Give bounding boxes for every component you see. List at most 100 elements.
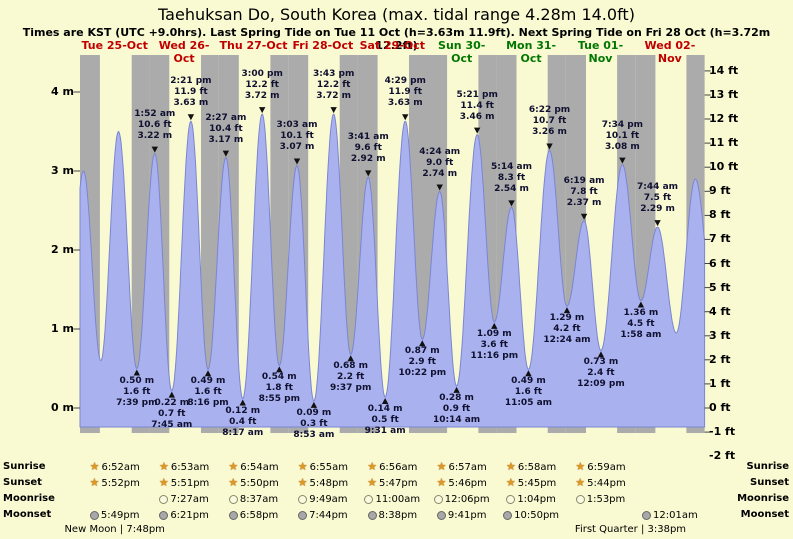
row-label-moonrise-right: Moonrise: [737, 493, 789, 504]
day-label: Tue 25-Oct: [81, 39, 148, 52]
sunrise-star-icon: ★: [575, 460, 586, 473]
sunset-star-icon: ★: [505, 476, 516, 489]
moonset-circle-icon: [228, 510, 238, 520]
day-label: Fri 28-Oct: [292, 39, 354, 52]
tide-label-line: 3.72 m: [244, 91, 280, 102]
y-axis-label-ft: 4 ft: [709, 304, 731, 318]
moonset-circle-icon: [436, 510, 446, 520]
sunrise-star-icon: ★: [367, 460, 378, 473]
moonset-time: 5:49pm: [100, 509, 140, 521]
tide-label-line: 3.07 m: [279, 142, 315, 153]
moonset-time: 7:44pm: [309, 509, 348, 521]
tide-label-line: 3.6 ft: [480, 339, 508, 350]
tide-label-line: 3:43 pm: [312, 69, 355, 80]
tide-low-label: 0.14 m 0.5 ft 9:31 am: [358, 404, 412, 437]
tide-high-label: 2:27 am 10.4 ft 3.17 m: [199, 113, 253, 146]
y-axis-label-ft: 1 ft: [709, 376, 731, 390]
moonrise-entry: 11:00am: [359, 492, 425, 506]
tide-label-line: 12.2 ft: [245, 80, 279, 91]
tide-label-line: 8.3 ft: [497, 173, 526, 184]
tide-extreme-marker: [222, 150, 230, 157]
moonrise-time: 1:53pm: [586, 493, 626, 505]
tide-label-line: 0.28 m: [439, 392, 474, 403]
y-axis-label-ft: 8 ft: [709, 208, 731, 222]
tide-label-line: 2.4 ft: [587, 368, 615, 379]
tide-label-line: 1.8 ft: [265, 383, 293, 394]
tide-extreme-marker: [365, 170, 372, 177]
moonset-circle-icon: [367, 510, 377, 520]
moonset-time: 12:01am: [653, 509, 698, 521]
y-axis-label-ft: 12 ft: [709, 112, 739, 126]
sunset-star-icon: ★: [89, 476, 100, 489]
sunset-star-icon: ★: [158, 476, 169, 489]
tide-label-line: 0.12 m: [225, 405, 261, 416]
tide-label-line: 8:55 pm: [258, 394, 300, 405]
sunrise-entry: ★ 6:58am: [498, 460, 564, 474]
tide-extreme-marker: [654, 220, 661, 227]
day-label: Sat 29-Oct: [359, 39, 426, 52]
tide-low-label: 0.12 m 0.4 ft 8:17 am: [216, 406, 270, 439]
tide-label-line: 11:05 am: [504, 398, 553, 409]
tide-high-label: 4:29 pm 11.9 ft 3.63 m: [378, 76, 432, 109]
tide-extreme-marker: [508, 200, 515, 207]
day-label: Thu 27-Oct: [219, 39, 288, 52]
tide-label-line: 2.2 ft: [337, 372, 365, 383]
moonset-time: 6:21pm: [170, 509, 209, 521]
y-axis-label-ft: 11 ft: [709, 136, 739, 150]
sunrise-star-icon: ★: [436, 460, 447, 473]
tide-label-line: 10.1 ft: [280, 131, 314, 142]
sunrise-time: 6:54am: [240, 461, 279, 473]
moonset-entry: 12:01am: [637, 508, 703, 522]
tide-low-label: 1.29 m 4.2 ft 12:24 am: [540, 313, 594, 346]
tide-label-line: 3:00 pm: [241, 69, 283, 80]
row-label-moonset-left: Moonset: [3, 509, 52, 520]
moonset-circle-icon: [89, 510, 99, 520]
tide-high-label: 5:14 am 8.3 ft 2.54 m: [485, 162, 539, 195]
tide-low-label: 0.50 m 1.6 ft 7:39 pm: [110, 376, 164, 409]
moonset-entry: 6:21pm: [151, 508, 217, 522]
tide-extreme-marker: [580, 213, 588, 220]
tide-label-line: 1.6 ft: [123, 386, 151, 397]
moonset-circle-icon: [642, 510, 652, 520]
moonrise-circle-icon: [159, 494, 169, 504]
moonset-entry: 9:41pm: [429, 508, 495, 522]
y-axis-label-ft: 7 ft: [709, 232, 731, 246]
tide-label-line: 2.92 m: [350, 154, 386, 165]
tide-label-line: 0.68 m: [333, 361, 369, 372]
tide-low-label: 0.54 m 1.8 ft 8:55 pm: [252, 372, 306, 405]
y-axis-label-ft: 6 ft: [709, 256, 731, 270]
tide-label-line: 1:58 am: [620, 329, 662, 340]
tide-high-label: 6:19 am 7.8 ft 2.37 m: [557, 176, 611, 209]
moonrise-time: 7:27am: [170, 493, 209, 505]
y-axis-label-ft: 3 ft: [709, 328, 731, 342]
tide-label-line: 8:16 pm: [187, 398, 229, 409]
tide-high-label: 5:21 pm 11.4 ft 3.46 m: [450, 90, 504, 123]
tide-extreme-marker: [637, 301, 645, 308]
moonset-time: 9:41pm: [447, 509, 487, 521]
tide-label-line: 3.63 m: [387, 98, 423, 109]
moonset-entry: 7:44pm: [290, 508, 356, 522]
tide-label-line: 4:24 am: [419, 146, 461, 157]
sunset-entry: ★ 5:50pm: [221, 476, 287, 490]
tide-label-line: 2.9 ft: [408, 357, 436, 368]
tide-low-label: 0.73 m 2.4 ft 12:09 pm: [574, 357, 628, 390]
tide-label-line: 0.7 ft: [158, 408, 186, 419]
tide-extreme-marker: [258, 107, 266, 114]
y-axis-label-ft: 10 ft: [709, 160, 739, 174]
y-axis-label-ft: 2 ft: [709, 352, 731, 366]
sunset-entry: ★ 5:44pm: [568, 476, 634, 490]
tide-label-line: 4:29 pm: [384, 76, 426, 87]
moonset-circle-icon: [159, 510, 169, 520]
day-label: Sun 30-Oct: [438, 39, 486, 65]
tide-label-line: 0.50 m: [119, 375, 155, 386]
tide-label-line: 2.37 m: [566, 197, 602, 208]
sunrise-time: 6:55am: [309, 461, 348, 473]
y-axis-label-ft: -2 ft: [709, 449, 736, 463]
tide-extreme-marker: [546, 143, 553, 150]
tide-label-line: 2.29 m: [640, 204, 675, 215]
tide-extreme-marker: [402, 114, 409, 121]
sunrise-time: 6:57am: [448, 461, 487, 473]
tide-high-label: 7:44 am 7.5 ft 2.29 m: [631, 182, 685, 215]
sunset-time: 5:51pm: [170, 477, 210, 489]
